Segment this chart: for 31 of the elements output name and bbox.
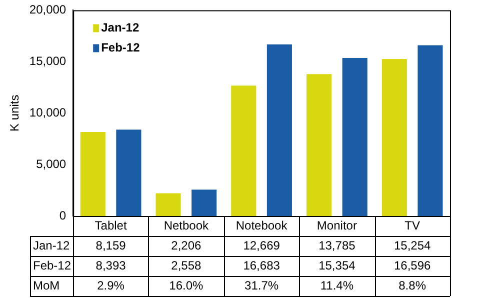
legend-label: Jan-12: [101, 20, 140, 35]
x-tick-label: Monitor: [316, 218, 357, 232]
x-tick-label: Netbook: [164, 218, 210, 232]
data-label: 12,669: [243, 238, 280, 252]
text: 2.9%: [97, 278, 125, 292]
data-label: 15,354: [318, 258, 356, 272]
x-tick-label: TV: [404, 218, 420, 232]
data-label: 8,393: [96, 258, 126, 272]
text: 16.0%: [169, 278, 204, 292]
legend-label: Feb-12: [101, 40, 140, 55]
text: Feb-12: [33, 258, 72, 272]
y-tick-label: 15,000: [29, 54, 66, 68]
y-tick-label: 5,000: [36, 156, 66, 171]
data-label: 16,683: [243, 258, 280, 272]
data-label: 8,159: [96, 238, 126, 252]
data-label: 2,558: [171, 258, 202, 272]
text: 8.8%: [398, 278, 426, 292]
text: 11.4%: [320, 278, 354, 292]
text: MoM: [33, 278, 60, 292]
data-label: 15,254: [394, 238, 431, 252]
text: Jan-12: [33, 238, 70, 252]
data-label: 2,206: [171, 238, 202, 252]
data-label: 16,596: [394, 258, 431, 272]
data-label: 13,785: [318, 238, 356, 252]
y-tick-label: 20,000: [29, 2, 66, 17]
y-tick-label: 10,000: [29, 105, 66, 120]
y-axis-title: K units: [8, 94, 22, 132]
y-tick-label: 0: [59, 208, 66, 222]
x-tick-label: Notebook: [236, 218, 288, 232]
text: 31.7%: [244, 278, 279, 292]
x-tick-label: Tablet: [94, 218, 128, 232]
